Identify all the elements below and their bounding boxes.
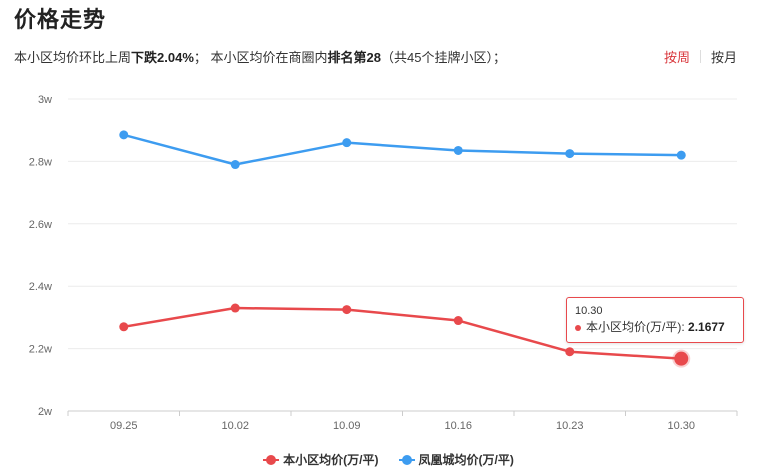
toggle-week[interactable]: 按周 bbox=[663, 50, 690, 65]
series-line-0 bbox=[123, 306, 682, 360]
x-tick-label: 10.23 bbox=[556, 420, 584, 432]
y-tick-label: 2w bbox=[38, 406, 52, 418]
chart-tooltip: 10.30 本小区均价(万/平): 2.1677 bbox=[566, 297, 744, 343]
legend-dot-district bbox=[401, 454, 412, 465]
x-tick-label: 09.25 bbox=[110, 420, 138, 432]
tooltip-value: 2.1677 bbox=[688, 320, 725, 334]
data-point bbox=[119, 130, 129, 140]
x-tick-label: 10.30 bbox=[667, 420, 695, 432]
data-point bbox=[676, 150, 686, 160]
data-point bbox=[230, 160, 240, 170]
data-point bbox=[565, 149, 575, 159]
toggle-divider bbox=[699, 50, 701, 63]
x-tick-label: 10.09 bbox=[333, 420, 361, 432]
data-point bbox=[342, 305, 352, 315]
legend-swatch-district bbox=[398, 454, 415, 465]
y-tick-label: 3w bbox=[38, 94, 52, 106]
x-tick-label: 10.16 bbox=[444, 420, 472, 432]
y-tick-label: 2.2w bbox=[29, 344, 52, 356]
price-summary: 本小区均价环比上周下跌2.04%； 本小区均价在商圈内排名第28（共45个挂牌小… bbox=[14, 47, 506, 66]
series-line-1 bbox=[123, 133, 682, 166]
period-toggle: 按周 按月 bbox=[654, 47, 747, 66]
data-point bbox=[565, 347, 575, 357]
page-title: 价格走势 bbox=[14, 7, 107, 32]
y-tick-label: 2.8w bbox=[29, 156, 52, 168]
y-tick-label: 2.6w bbox=[29, 219, 52, 231]
data-point bbox=[119, 322, 129, 332]
summary-text-3: （共45个挂牌小区）； bbox=[380, 50, 506, 65]
data-point bbox=[453, 145, 463, 155]
chart-legend: 本小区均价(万/平) 凤凰城均价(万/平) bbox=[0, 451, 777, 468]
summary-text-1: 本小区均价环比上周 bbox=[14, 50, 132, 65]
data-point bbox=[453, 316, 463, 326]
tooltip-row: 本小区均价(万/平): 2.1677 bbox=[575, 318, 735, 336]
tooltip-label: 本小区均价(万/平): bbox=[586, 320, 685, 334]
data-point-highlight bbox=[674, 351, 689, 366]
x-tick-label: 10.02 bbox=[221, 420, 249, 432]
tooltip-date: 10.30 bbox=[575, 305, 603, 317]
legend-dot-community bbox=[266, 454, 277, 465]
y-tick-label: 2.4w bbox=[29, 281, 52, 293]
data-point bbox=[342, 138, 352, 148]
toggle-month[interactable]: 按月 bbox=[710, 50, 737, 65]
data-point bbox=[230, 303, 240, 313]
legend-label-community: 本小区均价(万/平) bbox=[283, 453, 379, 467]
legend-swatch-community bbox=[263, 454, 280, 465]
summary-rank: 排名第28 bbox=[327, 50, 381, 65]
legend-label-district: 凤凰城均价(万/平) bbox=[418, 453, 514, 467]
legend-item-community[interactable]: 本小区均价(万/平) bbox=[263, 451, 379, 468]
summary-change: 下跌2.04% bbox=[131, 50, 194, 65]
legend-item-district[interactable]: 凤凰城均价(万/平) bbox=[398, 451, 514, 468]
summary-text-2: ； 本小区均价在商圈内 bbox=[193, 50, 328, 65]
tooltip-dot bbox=[575, 324, 581, 331]
